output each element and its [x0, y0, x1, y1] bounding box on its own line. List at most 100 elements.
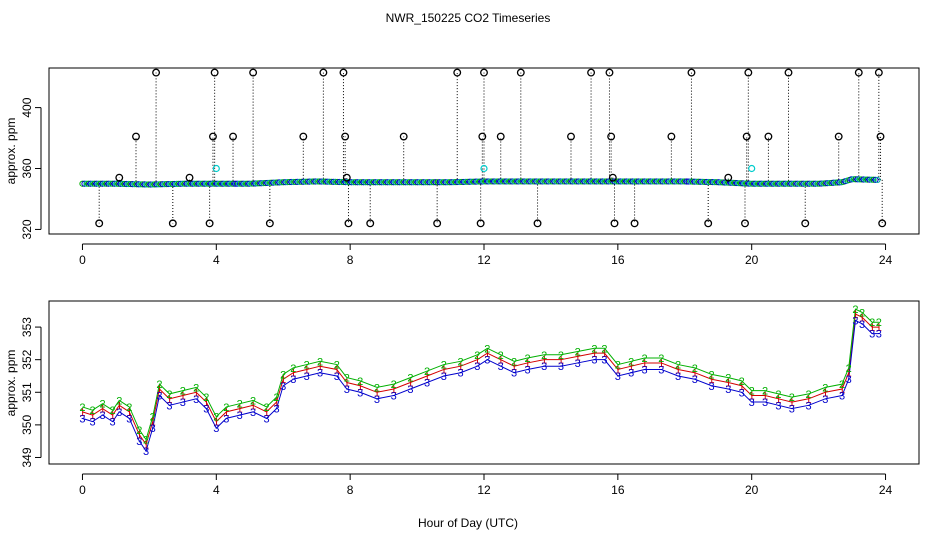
top-baseline-point	[759, 180, 767, 187]
top-baseline-point	[167, 180, 174, 188]
top-baseline-point	[203, 180, 211, 187]
bottom-series-marker-1: 1	[193, 387, 199, 399]
top-baseline-point	[755, 180, 763, 187]
bottom-series-marker-3: 3	[263, 413, 269, 425]
bottom-series-marker-1: 1	[859, 312, 865, 324]
top-baseline-point	[308, 178, 315, 185]
top-baseline-point	[852, 176, 859, 183]
bottom-series-marker-1: 1	[116, 400, 122, 412]
top-baseline-point	[151, 181, 158, 188]
top-baseline-point	[633, 178, 640, 185]
top-baseline-point	[139, 181, 146, 188]
bottom-series-marker-1: 1	[213, 417, 219, 429]
top-baseline-point	[129, 181, 136, 188]
bottom-series-marker-3: 3	[739, 387, 745, 399]
top-baseline-point	[264, 179, 271, 187]
top-baseline-point	[517, 178, 524, 185]
bottom-series-marker-3: 3	[193, 394, 199, 406]
top-baseline-point	[99, 180, 106, 187]
top-baseline-point	[334, 178, 341, 186]
top-baseline-point	[806, 180, 813, 187]
top-baseline-point	[165, 180, 172, 188]
top-spike-point	[744, 68, 753, 77]
top-baseline-point	[135, 181, 142, 188]
top-baseline-point	[645, 178, 652, 185]
top-baseline-point	[792, 180, 799, 187]
top-baseline-point	[396, 179, 403, 186]
top-baseline-point	[621, 178, 628, 185]
top-baseline-point	[551, 178, 558, 185]
top-baseline-point	[89, 180, 96, 187]
bottom-series-marker-1: 1	[156, 384, 162, 396]
top-baseline-point	[428, 179, 435, 186]
top-baseline-point	[641, 178, 648, 185]
top-baseline-point	[832, 179, 839, 186]
top-baseline-point	[113, 180, 120, 187]
top-baseline-point	[513, 178, 520, 185]
top-baseline-point	[782, 180, 789, 187]
bottom-series-marker-3: 3	[317, 368, 323, 380]
bottom-series-marker-2: 2	[374, 382, 380, 394]
top-baseline-point	[456, 178, 464, 186]
bottom-series-marker-1: 1	[675, 364, 681, 376]
top-baseline-point	[627, 178, 634, 185]
bottom-series-marker-3: 3	[458, 368, 464, 380]
top-baseline-point	[763, 180, 771, 187]
top-baseline-point	[472, 178, 480, 185]
top-baseline-point	[225, 180, 233, 187]
top-baseline-point	[729, 179, 737, 186]
top-baseline-point	[703, 178, 710, 186]
top-baseline-point	[424, 179, 431, 186]
top-baseline-point	[717, 179, 725, 186]
top-x-tick-label: 24	[879, 253, 893, 267]
bottom-y-tick-label: 352	[20, 349, 34, 369]
bottom-series-marker-1: 1	[524, 358, 530, 370]
top-baseline-point	[649, 178, 656, 185]
top-baseline-point	[81, 180, 88, 187]
top-baseline-point	[237, 180, 245, 187]
top-baseline-point	[663, 178, 670, 185]
bottom-series-marker-3: 3	[498, 361, 504, 373]
top-baseline-point	[268, 179, 275, 186]
top-baseline-point	[328, 178, 335, 185]
top-panel: 0 4 8 12 16 20 24 320 360 400 approx. ppm	[4, 67, 920, 267]
top-baseline-point	[290, 178, 297, 186]
bottom-series-marker-1: 1	[334, 364, 340, 376]
top-baseline-point	[561, 178, 568, 185]
top-baseline-point	[434, 179, 441, 186]
top-baseline-point	[330, 178, 337, 185]
bottom-series-marker-2: 2	[136, 425, 142, 437]
top-plot-frame	[48, 67, 920, 235]
bottom-series-marker-1: 1	[250, 400, 256, 412]
top-spike-point	[341, 132, 350, 141]
top-baseline-point	[394, 179, 401, 186]
bottom-series-marker-1: 1	[789, 397, 795, 409]
top-baseline-point	[107, 180, 114, 187]
top-baseline-point	[97, 180, 104, 187]
bottom-series-marker-2: 2	[762, 386, 768, 398]
top-baseline-point	[442, 179, 449, 186]
top-spike-point	[610, 219, 619, 228]
top-baseline-point	[555, 178, 562, 185]
bottom-series-marker-1: 1	[762, 391, 768, 403]
top-baseline-point	[597, 178, 604, 185]
top-y-tick-label: 360	[20, 158, 34, 178]
bottom-series-marker-1: 1	[591, 348, 597, 360]
top-baseline-point	[643, 178, 650, 185]
top-baseline-point	[808, 180, 815, 187]
bottom-series-marker-2: 2	[391, 379, 397, 391]
top-baseline-point	[201, 180, 209, 187]
top-baseline-point	[553, 178, 560, 185]
top-spike-point	[878, 219, 887, 228]
top-baseline-point	[91, 180, 98, 187]
top-baseline-point	[780, 180, 787, 187]
top-spike-point	[185, 173, 194, 182]
top-baseline-point	[205, 180, 213, 187]
top-baseline-point	[462, 178, 470, 185]
top-baseline-point	[735, 180, 743, 187]
bottom-series-marker-1: 1	[458, 361, 464, 373]
bottom-series-marker-2: 2	[290, 363, 296, 375]
top-baseline-point	[615, 178, 622, 185]
top-baseline-point	[173, 180, 180, 187]
top-x-tick-label: 0	[79, 253, 86, 267]
